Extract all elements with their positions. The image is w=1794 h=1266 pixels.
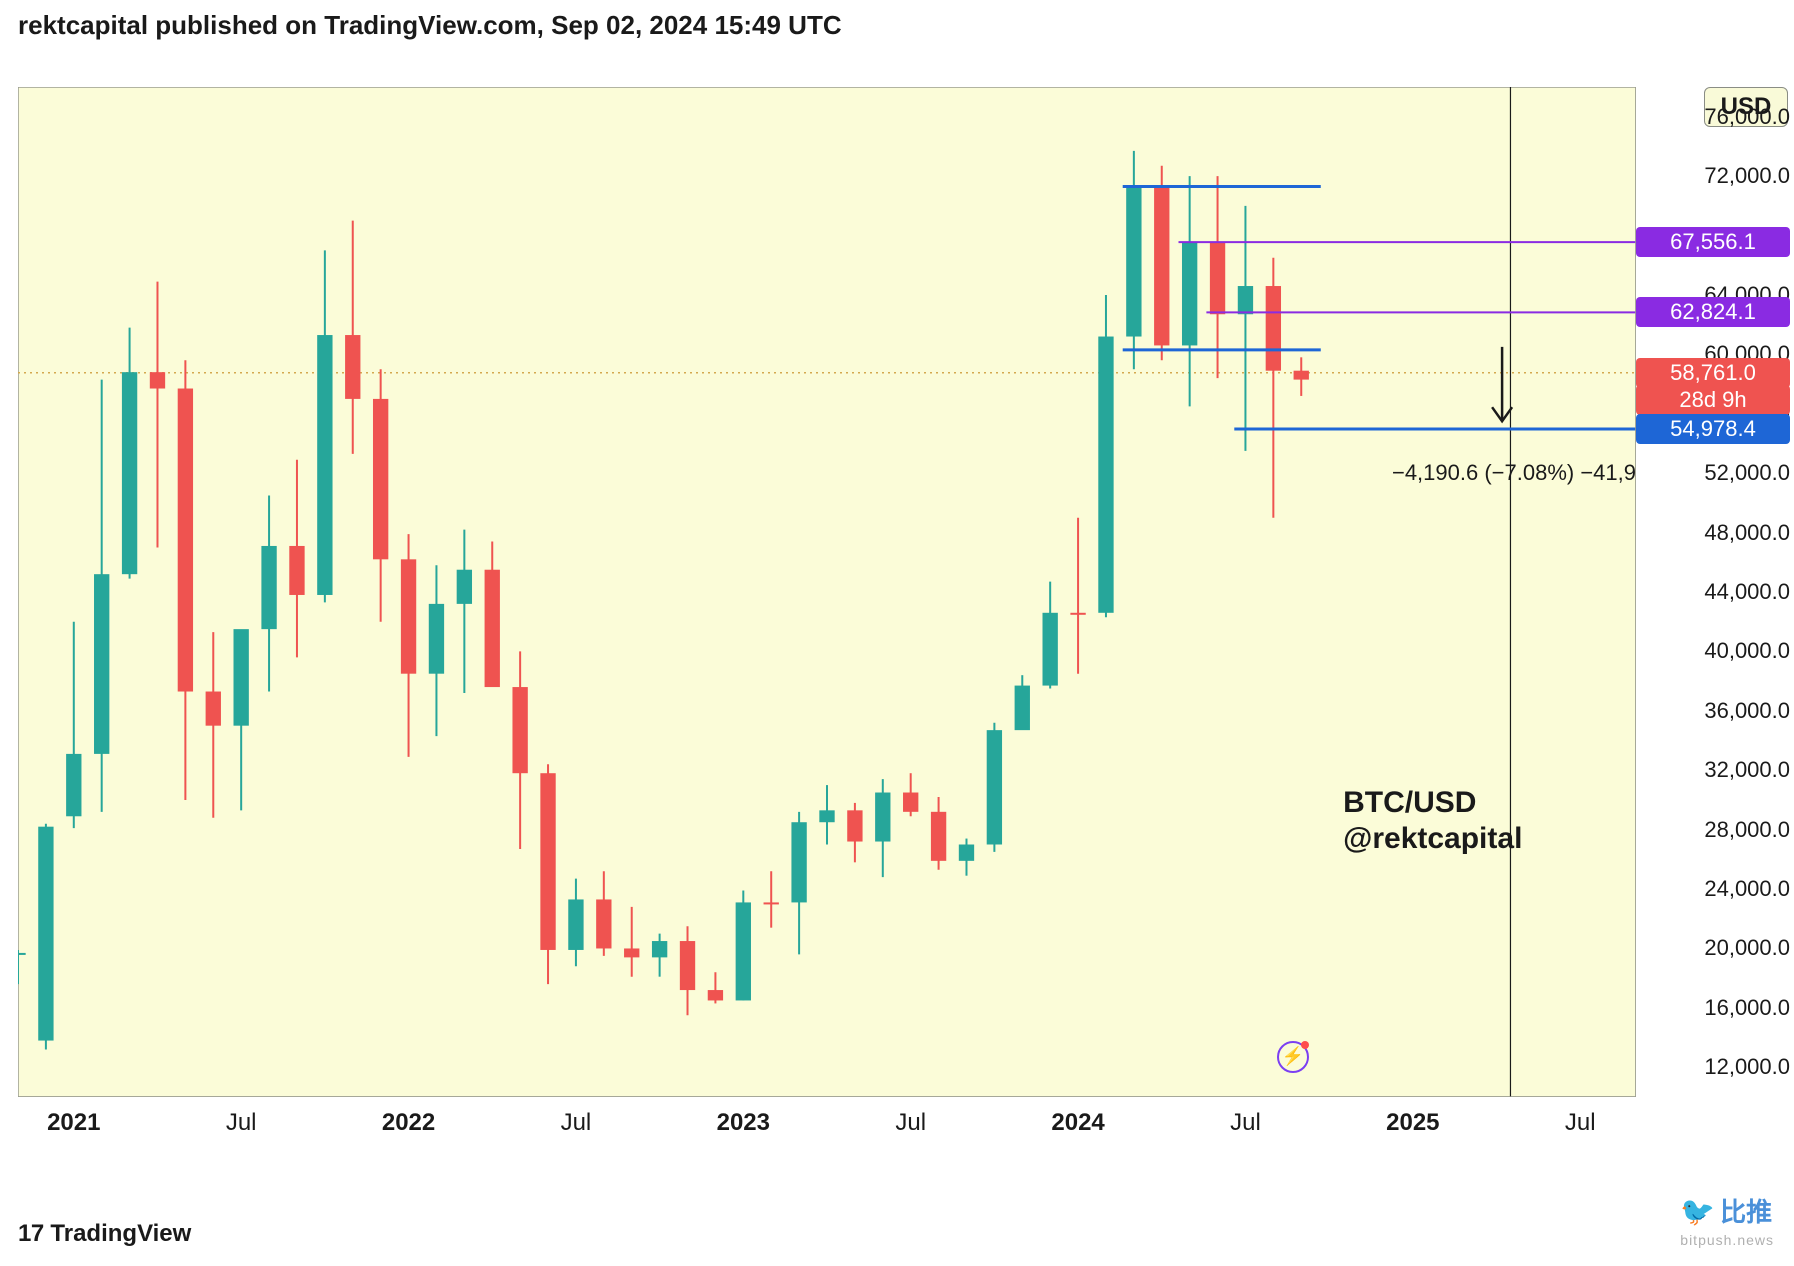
price-tag: 28d 9h	[1636, 385, 1790, 415]
candlestick-plot[interactable]	[18, 87, 1636, 1097]
x-tick-label: 2022	[382, 1109, 435, 1137]
flash-icon[interactable]	[1277, 1041, 1309, 1073]
x-tick-label: Jul	[1230, 1109, 1261, 1137]
y-tick-label: 32,000.0	[1704, 757, 1790, 783]
y-tick-label: 28,000.0	[1704, 817, 1790, 843]
price-tag: 62,824.1	[1636, 297, 1790, 327]
y-tick-label: 40,000.0	[1704, 638, 1790, 664]
price-tag: 67,556.1	[1636, 227, 1790, 257]
y-tick-label: 48,000.0	[1704, 520, 1790, 546]
y-tick-label: 76,000.0	[1704, 104, 1790, 130]
y-tick-label: 44,000.0	[1704, 579, 1790, 605]
y-axis: 76,000.072,000.068,000.064,000.060,000.0…	[1636, 87, 1794, 1097]
chart-watermark: BTC/USD @rektcapital	[1343, 785, 1522, 857]
y-tick-label: 72,000.0	[1704, 163, 1790, 189]
x-tick-label: Jul	[226, 1109, 257, 1137]
x-tick-label: Jul	[1565, 1109, 1596, 1137]
watermark-pair: BTC/USD	[1343, 785, 1522, 821]
y-tick-label: 12,000.0	[1704, 1054, 1790, 1080]
chart-container[interactable]: Bitcoin / U.S. Dollar, 1M, BITFINEX USD …	[0, 47, 1794, 1197]
x-tick-label: 2025	[1386, 1109, 1439, 1137]
x-tick-label: 2024	[1051, 1109, 1104, 1137]
x-tick-label: 2021	[47, 1109, 100, 1137]
x-tick-label: Jul	[561, 1109, 592, 1137]
y-tick-label: 52,000.0	[1704, 460, 1790, 486]
tradingview-logo: 17 TradingView	[18, 1220, 191, 1248]
publish-header: rektcapital published on TradingView.com…	[0, 0, 1794, 47]
price-tag: 58,761.0	[1636, 358, 1790, 388]
price-change-label: −4,190.6 (−7.08%) −41,9	[1392, 460, 1636, 486]
y-tick-label: 24,000.0	[1704, 876, 1790, 902]
y-tick-label: 20,000.0	[1704, 935, 1790, 961]
price-tag: 54,978.4	[1636, 414, 1790, 444]
x-tick-label: Jul	[895, 1109, 926, 1137]
x-tick-label: 2023	[717, 1109, 770, 1137]
bitpush-watermark: 🐦 比推 bitpush.news	[1680, 1192, 1774, 1250]
x-axis: 2021 Jul 2022 Jul 2023 Jul 2024 Jul 2025 Jul	[18, 1101, 1636, 1141]
watermark-author: @rektcapital	[1343, 821, 1522, 857]
y-tick-label: 16,000.0	[1704, 995, 1790, 1021]
y-tick-label: 36,000.0	[1704, 698, 1790, 724]
